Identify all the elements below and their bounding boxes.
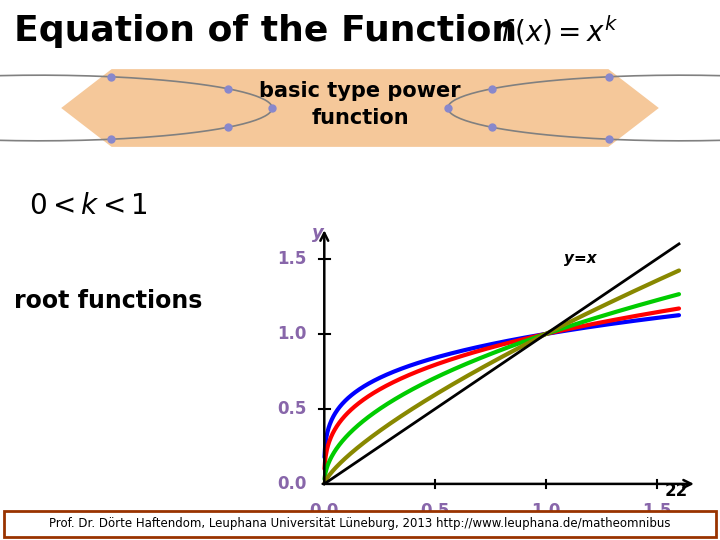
Text: 0.5: 0.5 [420,502,450,520]
Text: Prof. Dr. Dörte Haftendom, Leuphana Universität Lüneburg, 2013 http://www.leupha: Prof. Dr. Dörte Haftendom, Leuphana Univ… [49,517,671,530]
Text: $0 < k < 1$: $0 < k < 1$ [29,192,148,220]
Text: 1.0: 1.0 [277,325,307,343]
Text: 1.0: 1.0 [531,502,561,520]
Text: y=x: y=x [564,252,596,266]
Text: Equation of the Function: Equation of the Function [14,14,518,48]
Text: 22: 22 [665,482,688,500]
Text: y: y [312,225,323,242]
Text: 0.0: 0.0 [310,502,339,520]
FancyBboxPatch shape [4,511,716,537]
Text: 1.5: 1.5 [642,502,672,520]
Text: root functions: root functions [14,289,203,313]
Text: basic type power
function: basic type power function [259,82,461,128]
Polygon shape [61,69,659,147]
Text: 0.0: 0.0 [277,475,307,493]
Text: 1.5: 1.5 [277,250,307,268]
Text: 0.5: 0.5 [277,400,307,418]
Text: $f\,(x) = x^k$: $f\,(x) = x^k$ [500,14,618,47]
